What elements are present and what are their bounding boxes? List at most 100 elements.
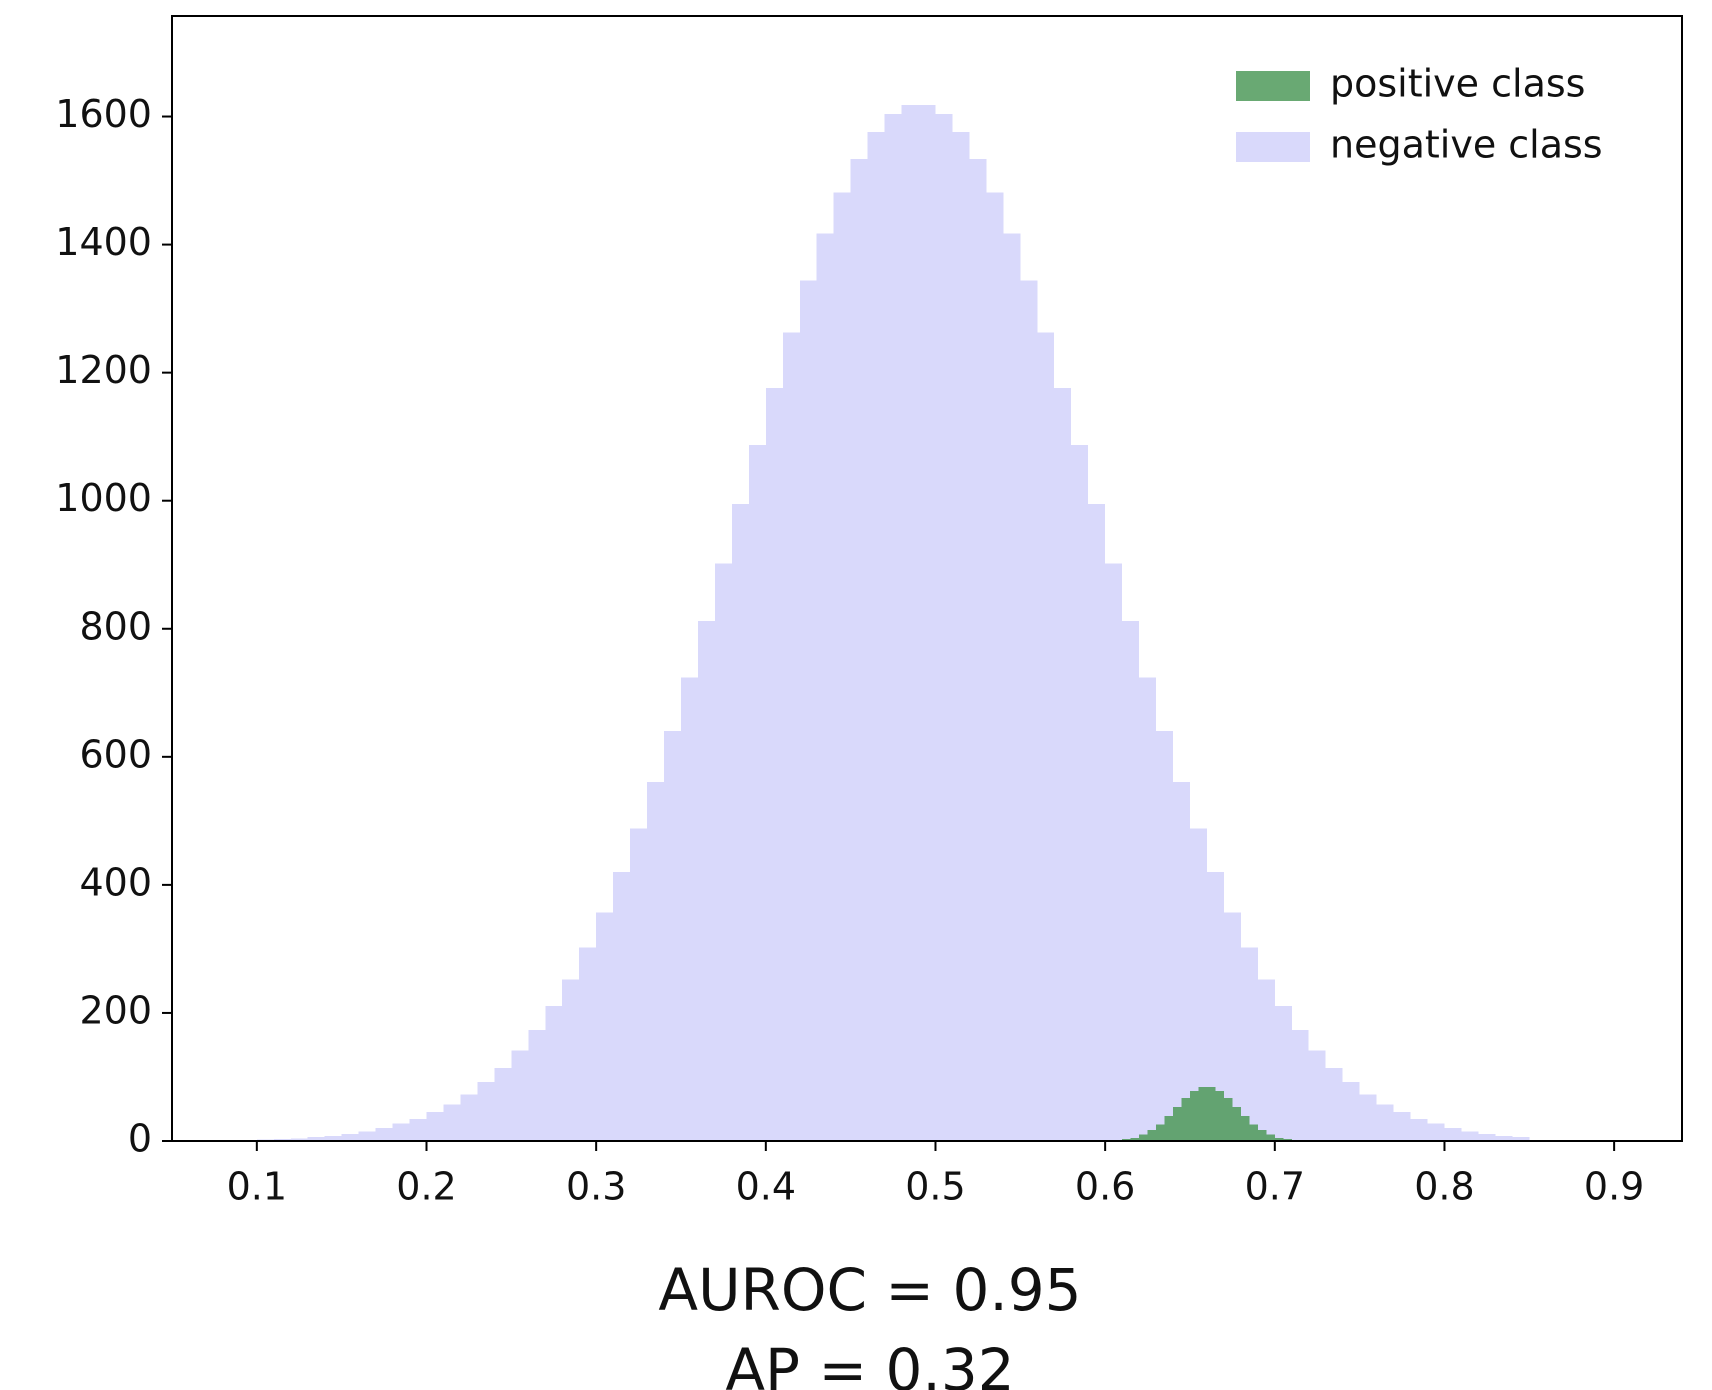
bar bbox=[1257, 1130, 1267, 1141]
bar bbox=[1189, 828, 1207, 1141]
bar bbox=[1173, 781, 1190, 1141]
bar bbox=[324, 1135, 342, 1141]
bar bbox=[1088, 503, 1106, 1141]
bar bbox=[1122, 621, 1140, 1141]
bar bbox=[1461, 1131, 1479, 1141]
bar bbox=[1376, 1104, 1394, 1141]
bar bbox=[664, 731, 681, 1141]
bar bbox=[1164, 1116, 1174, 1141]
bar bbox=[307, 1137, 325, 1141]
bar bbox=[1274, 1137, 1284, 1141]
annotation: AUROC = 0.95 bbox=[658, 1256, 1081, 1324]
bar bbox=[1249, 1124, 1258, 1141]
bar bbox=[1206, 872, 1224, 1141]
bar bbox=[596, 912, 614, 1141]
bar bbox=[952, 131, 970, 1142]
histogram-series bbox=[256, 105, 1530, 1142]
bar bbox=[1215, 1091, 1224, 1141]
bar bbox=[918, 105, 936, 1142]
bar bbox=[1054, 388, 1072, 1141]
bar bbox=[1139, 677, 1157, 1141]
bar bbox=[1257, 979, 1275, 1141]
bar bbox=[816, 233, 834, 1141]
bar bbox=[528, 1030, 546, 1141]
bar bbox=[731, 503, 749, 1141]
bar bbox=[1003, 233, 1021, 1141]
x-tick-label: 0.8 bbox=[1414, 1165, 1474, 1209]
bar bbox=[1105, 563, 1123, 1141]
y-tick-label: 1400 bbox=[55, 220, 152, 264]
bar bbox=[392, 1123, 410, 1141]
bar bbox=[460, 1094, 478, 1141]
bar bbox=[1274, 1005, 1292, 1141]
x-tick-label: 0.1 bbox=[227, 1165, 287, 1209]
y-tick-label: 1600 bbox=[55, 92, 152, 136]
y-tick-label: 800 bbox=[79, 604, 152, 648]
bar bbox=[1139, 1134, 1148, 1141]
bar bbox=[409, 1119, 427, 1141]
bar bbox=[901, 105, 919, 1142]
bar bbox=[1240, 947, 1258, 1141]
bar bbox=[1291, 1030, 1309, 1141]
bar bbox=[1206, 1087, 1216, 1141]
bar bbox=[358, 1131, 376, 1141]
bar bbox=[748, 444, 766, 1141]
bar bbox=[562, 979, 580, 1141]
bar bbox=[630, 828, 648, 1141]
x-tick-label: 0.5 bbox=[905, 1165, 965, 1209]
bar bbox=[680, 677, 698, 1141]
y-tick-label: 1000 bbox=[55, 476, 152, 520]
bar bbox=[1342, 1082, 1360, 1141]
bar bbox=[969, 158, 987, 1141]
bar bbox=[1393, 1112, 1411, 1141]
histogram-series bbox=[1105, 1087, 1309, 1141]
bar bbox=[579, 947, 597, 1141]
bar bbox=[1156, 731, 1174, 1141]
bar bbox=[1478, 1133, 1496, 1141]
bar bbox=[426, 1112, 444, 1141]
bar bbox=[867, 131, 885, 1142]
bar bbox=[1189, 1091, 1199, 1141]
bar bbox=[1156, 1124, 1165, 1141]
bar bbox=[1444, 1128, 1462, 1141]
bar bbox=[375, 1128, 393, 1141]
bar bbox=[1410, 1119, 1428, 1141]
bar bbox=[290, 1138, 308, 1141]
bar bbox=[341, 1133, 359, 1141]
y-tick-label: 0 bbox=[128, 1117, 152, 1161]
bar bbox=[1147, 1130, 1157, 1141]
bar bbox=[494, 1068, 512, 1141]
bar bbox=[1130, 1137, 1140, 1141]
x-tick-label: 0.6 bbox=[1075, 1165, 1135, 1209]
bar bbox=[1037, 332, 1055, 1141]
bar bbox=[1223, 912, 1241, 1141]
legend-label: positive class bbox=[1330, 62, 1585, 106]
bar bbox=[1308, 1050, 1326, 1141]
annotation: AP = 0.32 bbox=[725, 1336, 1014, 1390]
bar bbox=[765, 388, 783, 1141]
y-tick-label: 1200 bbox=[55, 348, 152, 392]
bar bbox=[1240, 1116, 1250, 1141]
x-tick-label: 0.7 bbox=[1245, 1165, 1305, 1209]
bar bbox=[477, 1082, 495, 1141]
plot-frame bbox=[171, 15, 1683, 1142]
bar bbox=[1359, 1094, 1377, 1141]
bar bbox=[1181, 1098, 1190, 1141]
y-tick-label: 600 bbox=[79, 732, 152, 776]
bar bbox=[697, 621, 715, 1141]
bar bbox=[833, 192, 851, 1141]
bar bbox=[935, 113, 953, 1141]
bar bbox=[1495, 1135, 1513, 1141]
x-tick-label: 0.9 bbox=[1584, 1165, 1644, 1209]
bar bbox=[850, 158, 868, 1141]
bar bbox=[511, 1050, 529, 1141]
x-tick-label: 0.2 bbox=[396, 1165, 456, 1209]
bar bbox=[986, 192, 1004, 1141]
bar bbox=[613, 872, 631, 1141]
bar bbox=[799, 280, 817, 1141]
bar bbox=[1020, 280, 1038, 1141]
y-tick-label: 400 bbox=[79, 860, 152, 904]
bar bbox=[1223, 1098, 1233, 1141]
